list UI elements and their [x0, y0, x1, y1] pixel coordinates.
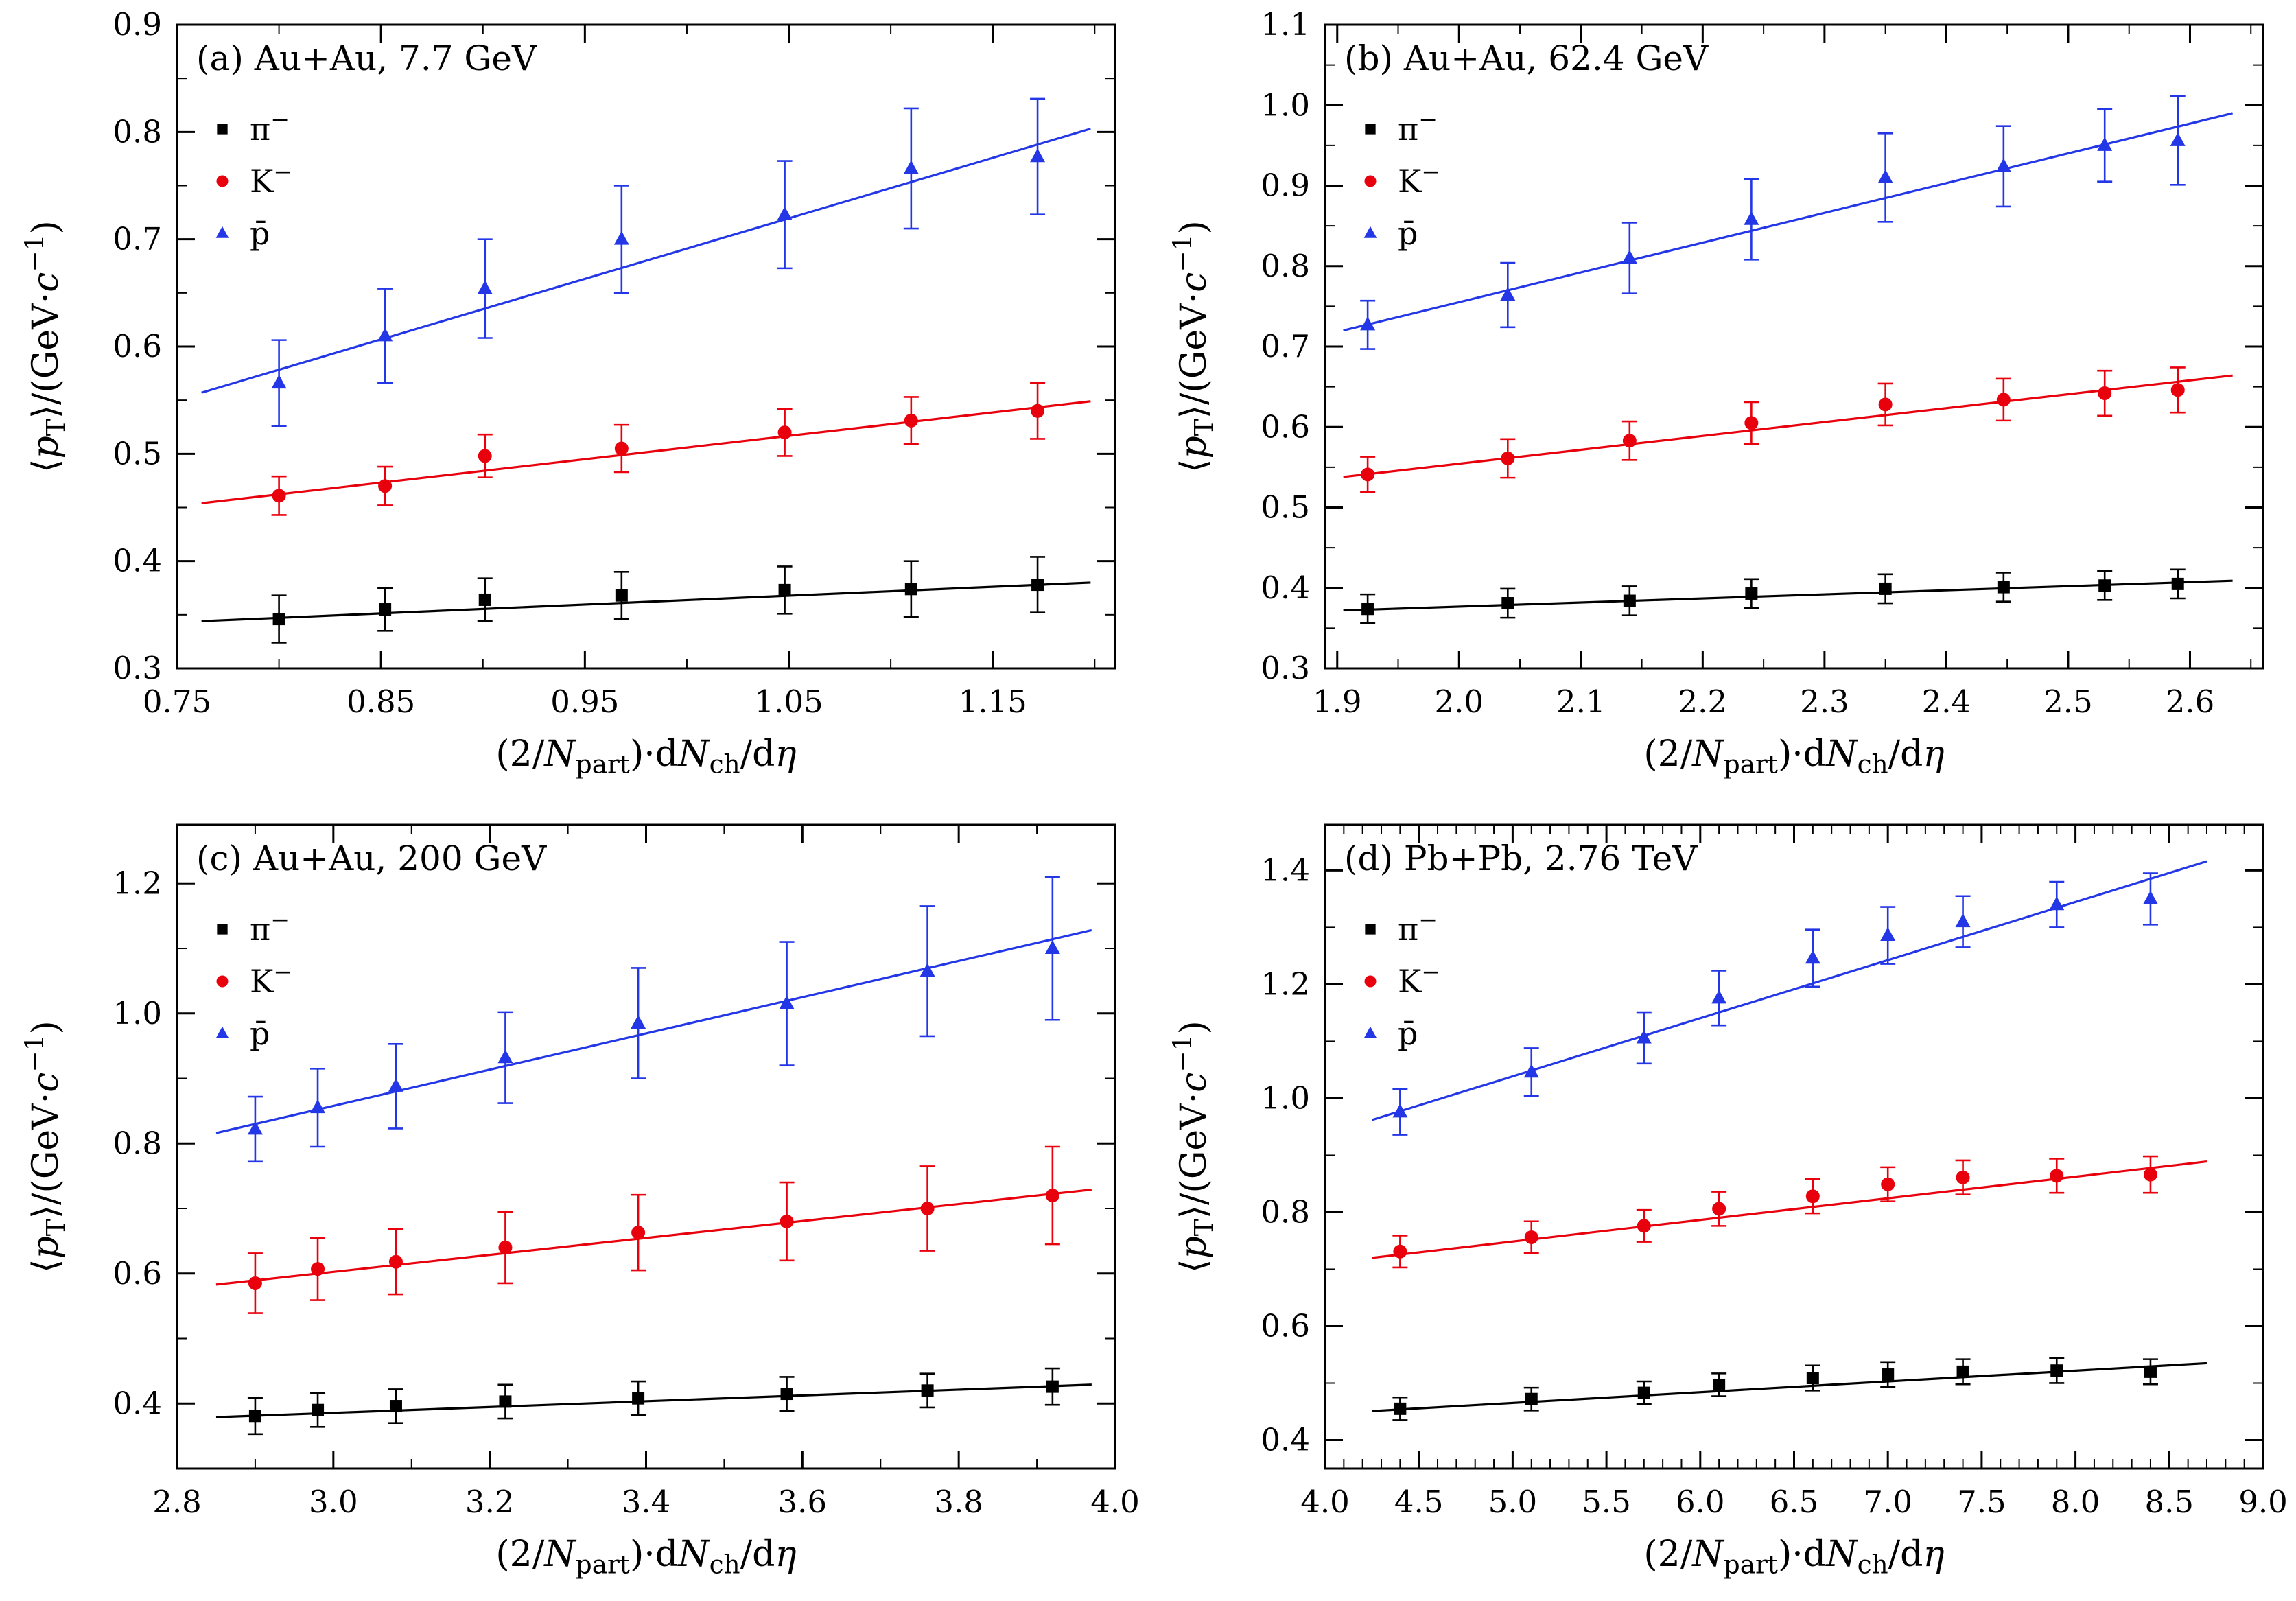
svg-text:0.8: 0.8 — [113, 113, 162, 150]
svg-text:0.75: 0.75 — [143, 683, 211, 720]
svg-text:0.7: 0.7 — [113, 221, 162, 257]
svg-text:4.0: 4.0 — [1300, 1484, 1350, 1520]
svg-text:0.6: 0.6 — [1261, 1307, 1310, 1344]
svg-text:0.9: 0.9 — [113, 6, 162, 43]
svg-text:4.5: 4.5 — [1394, 1484, 1444, 1520]
svg-text:p̄: p̄ — [250, 1015, 270, 1052]
svg-text:6.5: 6.5 — [1770, 1484, 1819, 1520]
svg-text:(2/Npart)·dNch/dη: (2/Npart)·dNch/dη — [1643, 734, 1944, 779]
svg-text:1.2: 1.2 — [113, 865, 162, 901]
panel-d-chart: 4.0 4.5 5.0 5.5 6.0 6.5 7.0 7.5 8.0 8.5 9.0 0.4 0.6 0… — [1148, 800, 2296, 1600]
svg-text:3.4: 3.4 — [622, 1484, 671, 1520]
svg-text:p̄: p̄ — [250, 215, 270, 252]
svg-text:0.8: 0.8 — [1261, 1193, 1310, 1230]
svg-text:2.8: 2.8 — [152, 1484, 202, 1520]
svg-text:1.0: 1.0 — [113, 995, 162, 1031]
svg-text:0.85: 0.85 — [347, 683, 415, 720]
svg-text:1.0: 1.0 — [1261, 86, 1310, 123]
svg-text:2.6: 2.6 — [2166, 683, 2215, 720]
svg-text:0.4: 0.4 — [1261, 1421, 1310, 1458]
svg-text:3.6: 3.6 — [778, 1484, 828, 1520]
svg-text:1.9: 1.9 — [1313, 683, 1362, 720]
svg-text:(c) Au+Au, 200 GeV: (c) Au+Au, 200 GeV — [196, 839, 547, 878]
svg-text:1.4: 1.4 — [1261, 852, 1310, 888]
panel-c-chart: 2.8 3.0 3.2 3.4 3.6 3.8 4.0 0.4 0.6 0.8 1.0 1.2 (2/N… — [0, 800, 1148, 1600]
svg-text:5.0: 5.0 — [1488, 1484, 1538, 1520]
svg-text:π−: π− — [250, 907, 290, 948]
svg-text:9.0: 9.0 — [2238, 1484, 2288, 1520]
svg-text:5.5: 5.5 — [1582, 1484, 1631, 1520]
svg-text:K−: K− — [1398, 159, 1440, 200]
svg-text:2.3: 2.3 — [1800, 683, 1849, 720]
svg-text:0.8: 0.8 — [1261, 248, 1310, 284]
svg-text:(b) Au+Au, 62.4 GeV: (b) Au+Au, 62.4 GeV — [1344, 38, 1709, 78]
svg-text:7.0: 7.0 — [1863, 1484, 1912, 1520]
svg-text:(2/Npart)·dNch/dη: (2/Npart)·dNch/dη — [495, 734, 796, 779]
svg-text:(d) Pb+Pb, 2.76 TeV: (d) Pb+Pb, 2.76 TeV — [1344, 839, 1698, 878]
svg-text:K−: K− — [250, 159, 292, 200]
svg-text:0.3: 0.3 — [1261, 650, 1310, 686]
svg-text:2.2: 2.2 — [1678, 683, 1728, 720]
svg-text:8.5: 8.5 — [2145, 1484, 2194, 1520]
svg-text:2.4: 2.4 — [1922, 683, 1971, 720]
svg-text:0.5: 0.5 — [113, 435, 162, 471]
svg-text:3.2: 3.2 — [465, 1484, 515, 1520]
svg-text:0.6: 0.6 — [113, 1255, 162, 1292]
svg-text:π−: π− — [1398, 907, 1438, 948]
svg-text:π−: π− — [250, 106, 290, 148]
svg-text:3.8: 3.8 — [934, 1484, 983, 1520]
svg-text:1.1: 1.1 — [1261, 6, 1310, 43]
svg-text:0.7: 0.7 — [1261, 328, 1310, 364]
svg-text:(a) Au+Au, 7.7 GeV: (a) Au+Au, 7.7 GeV — [196, 38, 537, 78]
svg-text:2.0: 2.0 — [1434, 683, 1484, 720]
svg-text:π−: π− — [1398, 106, 1438, 148]
svg-text:3.0: 3.0 — [309, 1484, 358, 1520]
svg-text:0.4: 0.4 — [1261, 570, 1310, 606]
svg-text:0.3: 0.3 — [113, 650, 162, 686]
svg-text:0.95: 0.95 — [550, 683, 619, 720]
svg-text:K−: K− — [250, 959, 292, 1000]
panel-a-chart: 0.75 0.85 0.95 1.05 1.15 0.3 0.4 0.5 0.6 0.7 0.8 0.… — [0, 0, 1148, 800]
svg-text:1.0: 1.0 — [1261, 1079, 1310, 1116]
svg-text:4.0: 4.0 — [1090, 1484, 1140, 1520]
svg-text:⟨pT⟩/(GeV·c−1): ⟨pT⟩/(GeV·c−1) — [1167, 1020, 1219, 1273]
svg-text:⟨pT⟩/(GeV·c−1): ⟨pT⟩/(GeV·c−1) — [19, 1020, 71, 1273]
svg-text:6.0: 6.0 — [1676, 1484, 1725, 1520]
svg-text:0.4: 0.4 — [113, 1385, 162, 1421]
svg-text:0.9: 0.9 — [1261, 167, 1310, 204]
svg-text:(2/Npart)·dNch/dη: (2/Npart)·dNch/dη — [495, 1534, 796, 1579]
svg-text:0.8: 0.8 — [113, 1125, 162, 1161]
panel-b-chart: 1.9 2.0 2.1 2.2 2.3 2.4 2.5 2.6 0.3 0.4 0.5 0.6 0.7 0… — [1148, 0, 2296, 800]
svg-text:0.6: 0.6 — [113, 328, 162, 364]
svg-text:K−: K− — [1398, 959, 1440, 1000]
svg-text:1.05: 1.05 — [754, 683, 823, 720]
svg-text:(2/Npart)·dNch/dη: (2/Npart)·dNch/dη — [1643, 1534, 1944, 1579]
svg-text:⟨pT⟩/(GeV·c−1): ⟨pT⟩/(GeV·c−1) — [1167, 220, 1219, 473]
svg-text:7.5: 7.5 — [1957, 1484, 2006, 1520]
svg-text:⟨pT⟩/(GeV·c−1): ⟨pT⟩/(GeV·c−1) — [19, 220, 71, 473]
svg-text:0.5: 0.5 — [1261, 489, 1310, 526]
svg-text:2.5: 2.5 — [2043, 683, 2093, 720]
svg-text:0.6: 0.6 — [1261, 408, 1310, 445]
svg-text:1.2: 1.2 — [1261, 966, 1310, 1002]
svg-text:p̄: p̄ — [1398, 1015, 1418, 1052]
svg-text:2.1: 2.1 — [1556, 683, 1606, 720]
svg-text:8.0: 8.0 — [2051, 1484, 2100, 1520]
svg-text:p̄: p̄ — [1398, 215, 1418, 252]
svg-text:1.15: 1.15 — [959, 683, 1027, 720]
svg-text:0.4: 0.4 — [113, 543, 162, 579]
